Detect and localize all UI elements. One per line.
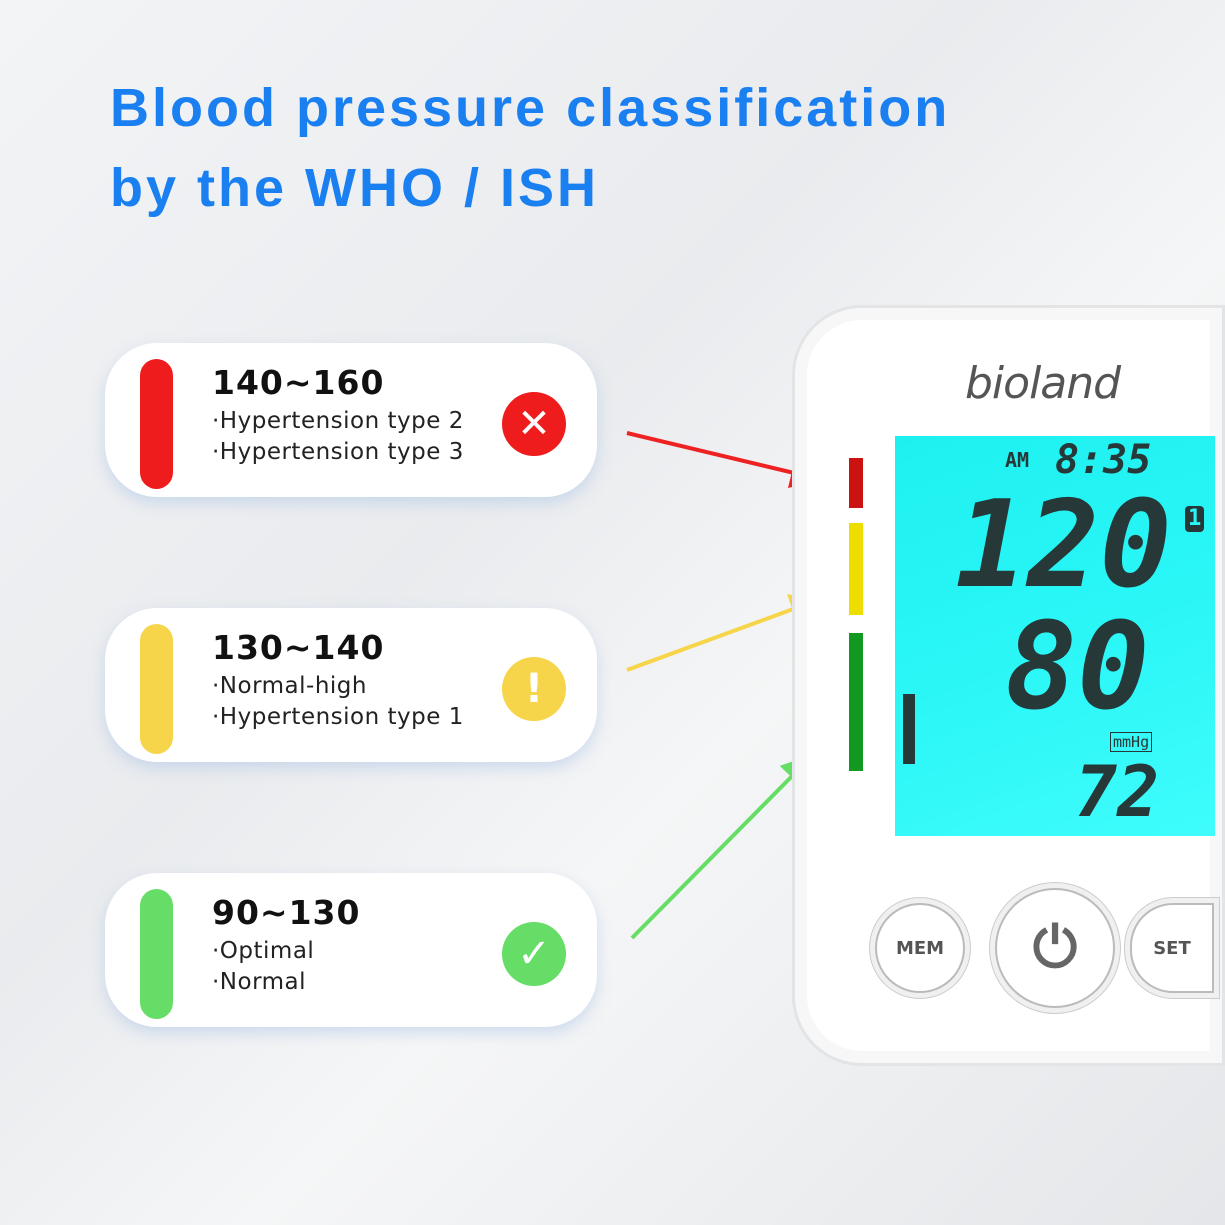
card-optimal: 90~130 ·Optimal ·Normal ✓ [105,873,597,1027]
exclamation-circle-icon: ! [502,657,566,721]
green-arrow [630,754,814,940]
power-icon: ⏻ [1032,915,1078,980]
power-button[interactable]: ⏻ [995,888,1115,1008]
mem-button[interactable]: MEM [875,903,965,993]
card-normal-high: 130~140 ·Normal-high ·Hypertension type … [105,608,597,762]
blood-pressure-monitor: bioland AM 8:35 120 1 80 mmHg 72 MEM ⏻ S… [792,305,1225,1066]
x-circle-icon: ✕ [502,392,566,456]
color-bar-green [140,889,173,1019]
yellow-arrow [626,594,823,672]
red-arrow [626,431,823,488]
color-bar-red [140,359,173,489]
set-button[interactable]: SET [1130,903,1214,993]
color-bar-yellow [140,624,173,754]
check-circle-icon: ✓ [502,922,566,986]
indicator-yellow [849,523,863,615]
pulse-indicator-bar [903,694,915,764]
indicator-green [849,633,863,771]
lcd-screen: AM 8:35 120 1 80 mmHg 72 [895,436,1215,836]
card-hypertension: 140~160 ·Hypertension type 2 ·Hypertensi… [105,343,597,497]
indicator-red [849,458,863,508]
page-title: Blood pressure classification by the WHO… [110,78,951,218]
brand-logo: bioland [965,358,1121,409]
